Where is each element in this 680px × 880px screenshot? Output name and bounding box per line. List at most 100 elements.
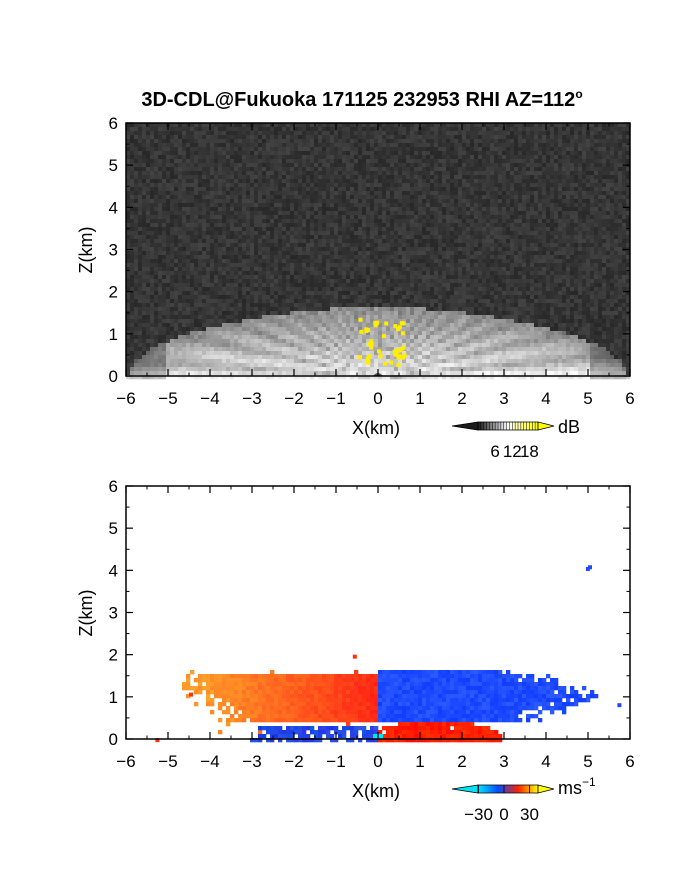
intensity-cell <box>498 199 503 204</box>
intensity-cell <box>514 183 519 188</box>
intensity-cell <box>226 143 231 148</box>
intensity-cell <box>334 275 339 280</box>
intensity-cell <box>130 139 135 144</box>
intensity-cell <box>306 275 311 280</box>
intensity-cell <box>626 255 631 260</box>
intensity-cell <box>382 275 387 280</box>
intensity-cell <box>246 135 251 140</box>
intensity-cell <box>382 171 387 176</box>
intensity-cell <box>226 227 231 232</box>
intensity-cell <box>522 239 527 244</box>
intensity-cell <box>266 167 271 172</box>
intensity-cell <box>478 195 483 200</box>
intensity-cell <box>410 275 415 280</box>
intensity-cell <box>262 251 267 256</box>
intensity-cell <box>426 199 431 204</box>
intensity-cell <box>394 183 399 188</box>
intensity-cell <box>458 215 463 220</box>
intensity-cell <box>290 267 295 272</box>
intensity-cell <box>494 247 499 252</box>
intensity-cell <box>458 179 463 184</box>
intensity-cell <box>566 183 571 188</box>
intensity-cell <box>382 155 387 160</box>
intensity-cell <box>126 139 131 144</box>
intensity-cell <box>582 259 587 264</box>
intensity-cell <box>546 215 551 220</box>
intensity-cell <box>490 239 495 244</box>
intensity-cell <box>486 211 491 216</box>
intensity-cell <box>198 211 203 216</box>
intensity-cell <box>366 211 371 216</box>
intensity-cell <box>326 147 331 152</box>
intensity-cell <box>522 263 527 268</box>
intensity-cell <box>502 159 507 164</box>
intensity-cell <box>154 135 159 140</box>
intensity-cell <box>370 187 375 192</box>
intensity-cell <box>362 263 367 268</box>
intensity-cell <box>378 175 383 180</box>
intensity-cell <box>154 215 159 220</box>
intensity-cell <box>206 139 211 144</box>
intensity-cell <box>262 203 267 208</box>
intensity-cell <box>534 215 539 220</box>
intensity-cell <box>202 127 207 132</box>
intensity-cell <box>450 191 455 196</box>
intensity-cell <box>586 163 591 168</box>
intensity-cell <box>482 143 487 148</box>
intensity-cell <box>326 143 331 148</box>
intensity-cell <box>338 215 343 220</box>
intensity-cell <box>462 183 467 188</box>
intensity-cell <box>530 219 535 224</box>
intensity-cell <box>262 123 267 128</box>
intensity-cell <box>410 223 415 228</box>
intensity-cell <box>534 235 539 240</box>
intensity-cell <box>414 259 419 264</box>
intensity-cell <box>294 271 299 276</box>
intensity-cell <box>398 187 403 192</box>
intensity-cell <box>526 179 531 184</box>
intensity-cell <box>286 163 291 168</box>
intensity-cell <box>406 271 411 276</box>
intensity-cell <box>238 199 243 204</box>
intensity-cell <box>606 191 611 196</box>
intensity-cell <box>574 199 579 204</box>
intensity-cell <box>618 215 623 220</box>
intensity-cell <box>126 195 131 200</box>
intensity-cell <box>582 195 587 200</box>
intensity-cell <box>562 131 567 136</box>
intensity-cell <box>334 263 339 268</box>
intensity-cell <box>370 263 375 268</box>
intensity-cell <box>622 199 627 204</box>
intensity-cell <box>466 259 471 264</box>
intensity-cell <box>222 139 227 144</box>
intensity-cell <box>510 211 515 216</box>
intensity-cell <box>346 207 351 212</box>
intensity-cell <box>330 171 335 176</box>
intensity-cell <box>582 203 587 208</box>
intensity-cell <box>462 179 467 184</box>
intensity-cell <box>334 203 339 208</box>
intensity-cell <box>270 139 275 144</box>
intensity-cell <box>470 223 475 228</box>
intensity-cell <box>230 143 235 148</box>
intensity-cell <box>610 159 615 164</box>
intensity-cell <box>218 163 223 168</box>
intensity-cell <box>586 131 591 136</box>
intensity-cell <box>274 135 279 140</box>
intensity-cell <box>626 143 631 148</box>
intensity-cell <box>358 139 363 144</box>
intensity-cell <box>286 187 291 192</box>
intensity-cell <box>422 183 427 188</box>
intensity-cell <box>394 191 399 196</box>
intensity-cell <box>434 191 439 196</box>
intensity-cell <box>570 239 575 244</box>
intensity-cell <box>626 127 631 132</box>
intensity-cell <box>214 279 219 284</box>
intensity-cell <box>146 227 151 232</box>
intensity-cell <box>314 251 319 256</box>
intensity-cell <box>338 255 343 260</box>
intensity-cell <box>346 199 351 204</box>
intensity-cell <box>222 215 227 220</box>
intensity-cell <box>330 151 335 156</box>
intensity-cell <box>522 207 527 212</box>
